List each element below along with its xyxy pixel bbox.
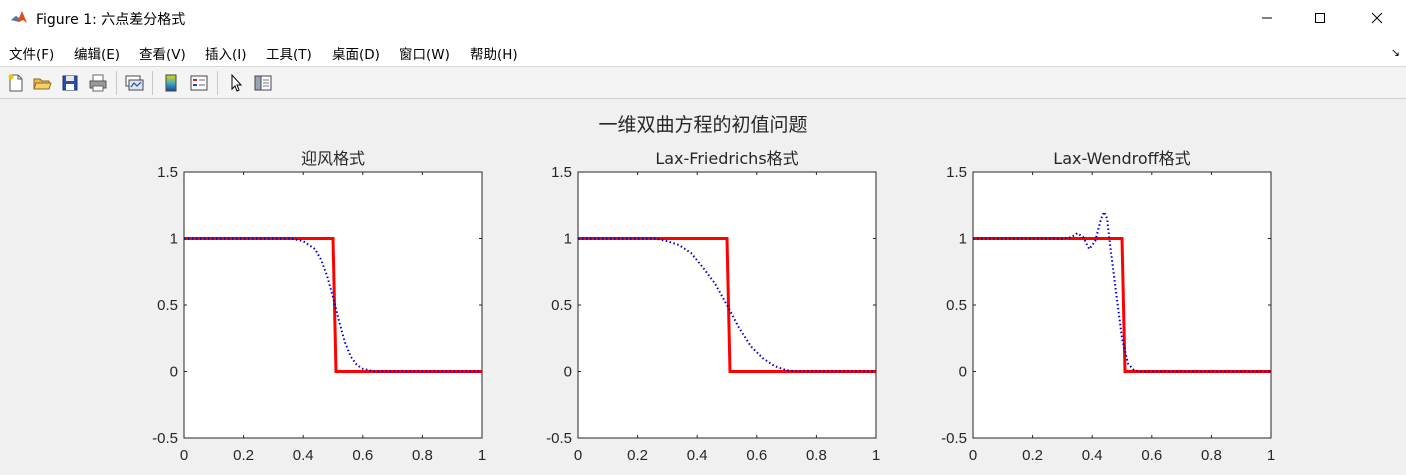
y-tick-label: 0.5 bbox=[157, 297, 178, 314]
y-tick-label: 0 bbox=[959, 364, 967, 381]
insert-legend-button[interactable] bbox=[189, 73, 209, 93]
menu-file[interactable]: 文件(F) bbox=[9, 43, 54, 63]
title-bar[interactable]: Figure 1: 六点差分格式 bbox=[0, 0, 1406, 36]
y-tick-label: 1.5 bbox=[157, 164, 178, 181]
insert-colorbar-icon bbox=[161, 73, 181, 93]
menu-bar: 文件(F) 编辑(E) 查看(V) 插入(I) 工具(T) 桌面(D) 窗口(W… bbox=[0, 36, 1406, 66]
axes-title: Lax-Friedrichs格式 bbox=[655, 149, 798, 168]
print-icon bbox=[88, 73, 108, 93]
y-tick-label: 0 bbox=[170, 364, 178, 381]
menu-window[interactable]: 窗口(W) bbox=[399, 43, 450, 63]
x-tick-label: 0.2 bbox=[233, 447, 254, 464]
toolbar-separator bbox=[116, 71, 117, 95]
x-tick-label: 0.8 bbox=[806, 447, 827, 464]
save-button[interactable] bbox=[60, 73, 80, 93]
menu-help[interactable]: 帮助(H) bbox=[470, 43, 518, 63]
y-tick-label: 1 bbox=[959, 231, 967, 248]
open-file-icon bbox=[32, 73, 52, 93]
axes-title: 迎风格式 bbox=[301, 149, 365, 168]
matlab-logo-icon bbox=[10, 9, 28, 27]
x-tick-label: 0 bbox=[969, 447, 977, 464]
new-figure-icon bbox=[6, 73, 26, 93]
y-tick-label: 0.5 bbox=[551, 297, 572, 314]
figure-canvas[interactable]: 一维双曲方程的初值问题 迎风格式 0 0.2 0.4 0.6 0.8 1 -0.5 0 0.5 1 1… bbox=[0, 100, 1406, 475]
link-plot-icon bbox=[124, 73, 144, 93]
y-tick-label: 0.5 bbox=[946, 297, 967, 314]
x-tick-label: 0.4 bbox=[293, 447, 314, 464]
window-title: Figure 1: 六点差分格式 bbox=[36, 9, 185, 29]
x-tick-label: 0.6 bbox=[1141, 447, 1162, 464]
x-tick-label: 0.6 bbox=[352, 447, 373, 464]
toolbar-separator bbox=[217, 71, 218, 95]
x-tick-label: 1 bbox=[1267, 447, 1275, 464]
menu-tools[interactable]: 工具(T) bbox=[266, 43, 312, 63]
x-tick-label: 0 bbox=[574, 447, 582, 464]
y-tick-label: 1 bbox=[564, 231, 572, 248]
y-tick-label: 1.5 bbox=[946, 164, 967, 181]
print-button[interactable] bbox=[88, 73, 108, 93]
minimize-icon bbox=[1261, 12, 1273, 24]
y-tick-label: -0.5 bbox=[152, 430, 178, 447]
insert-legend-icon bbox=[189, 73, 209, 93]
y-tick-label: -0.5 bbox=[941, 430, 967, 447]
menu-insert[interactable]: 插入(I) bbox=[205, 43, 247, 63]
x-tick-label: 0.4 bbox=[1082, 447, 1103, 464]
x-tick-label: 0.6 bbox=[746, 447, 767, 464]
minimize-button[interactable] bbox=[1244, 0, 1290, 36]
link-plot-button[interactable] bbox=[124, 73, 144, 93]
x-tick-label: 1 bbox=[478, 447, 486, 464]
y-tick-label: 1 bbox=[170, 231, 178, 248]
menu-overflow-arrow[interactable]: ↘ bbox=[1391, 46, 1400, 59]
property-inspector-icon bbox=[253, 73, 273, 93]
insert-colorbar-button[interactable] bbox=[161, 73, 181, 93]
close-icon bbox=[1371, 12, 1383, 24]
toolbar bbox=[0, 66, 1406, 99]
menu-edit[interactable]: 编辑(E) bbox=[74, 43, 120, 63]
property-inspector-button[interactable] bbox=[253, 73, 273, 93]
menu-view[interactable]: 查看(V) bbox=[139, 43, 186, 63]
toolbar-separator bbox=[152, 71, 153, 95]
edit-plot-button[interactable] bbox=[226, 73, 246, 93]
edit-plot-pointer-icon bbox=[226, 73, 246, 93]
save-icon bbox=[60, 73, 80, 93]
y-tick-label: 1.5 bbox=[551, 164, 572, 181]
x-tick-label: 0 bbox=[180, 447, 188, 464]
x-tick-label: 0.4 bbox=[687, 447, 708, 464]
x-tick-label: 0.8 bbox=[1201, 447, 1222, 464]
maximize-button[interactable] bbox=[1297, 0, 1343, 36]
y-tick-label: -0.5 bbox=[546, 430, 572, 447]
x-tick-label: 1 bbox=[872, 447, 880, 464]
close-button[interactable] bbox=[1354, 0, 1400, 36]
menu-desktop[interactable]: 桌面(D) bbox=[332, 43, 380, 63]
x-tick-label: 0.2 bbox=[1022, 447, 1043, 464]
new-figure-button[interactable] bbox=[6, 73, 26, 93]
x-tick-label: 0.2 bbox=[627, 447, 648, 464]
maximize-icon bbox=[1314, 12, 1326, 24]
x-tick-label: 0.8 bbox=[412, 447, 433, 464]
y-tick-label: 0 bbox=[564, 364, 572, 381]
open-file-button[interactable] bbox=[32, 73, 52, 93]
axes-title: Lax-Wendroff格式 bbox=[1053, 149, 1190, 168]
